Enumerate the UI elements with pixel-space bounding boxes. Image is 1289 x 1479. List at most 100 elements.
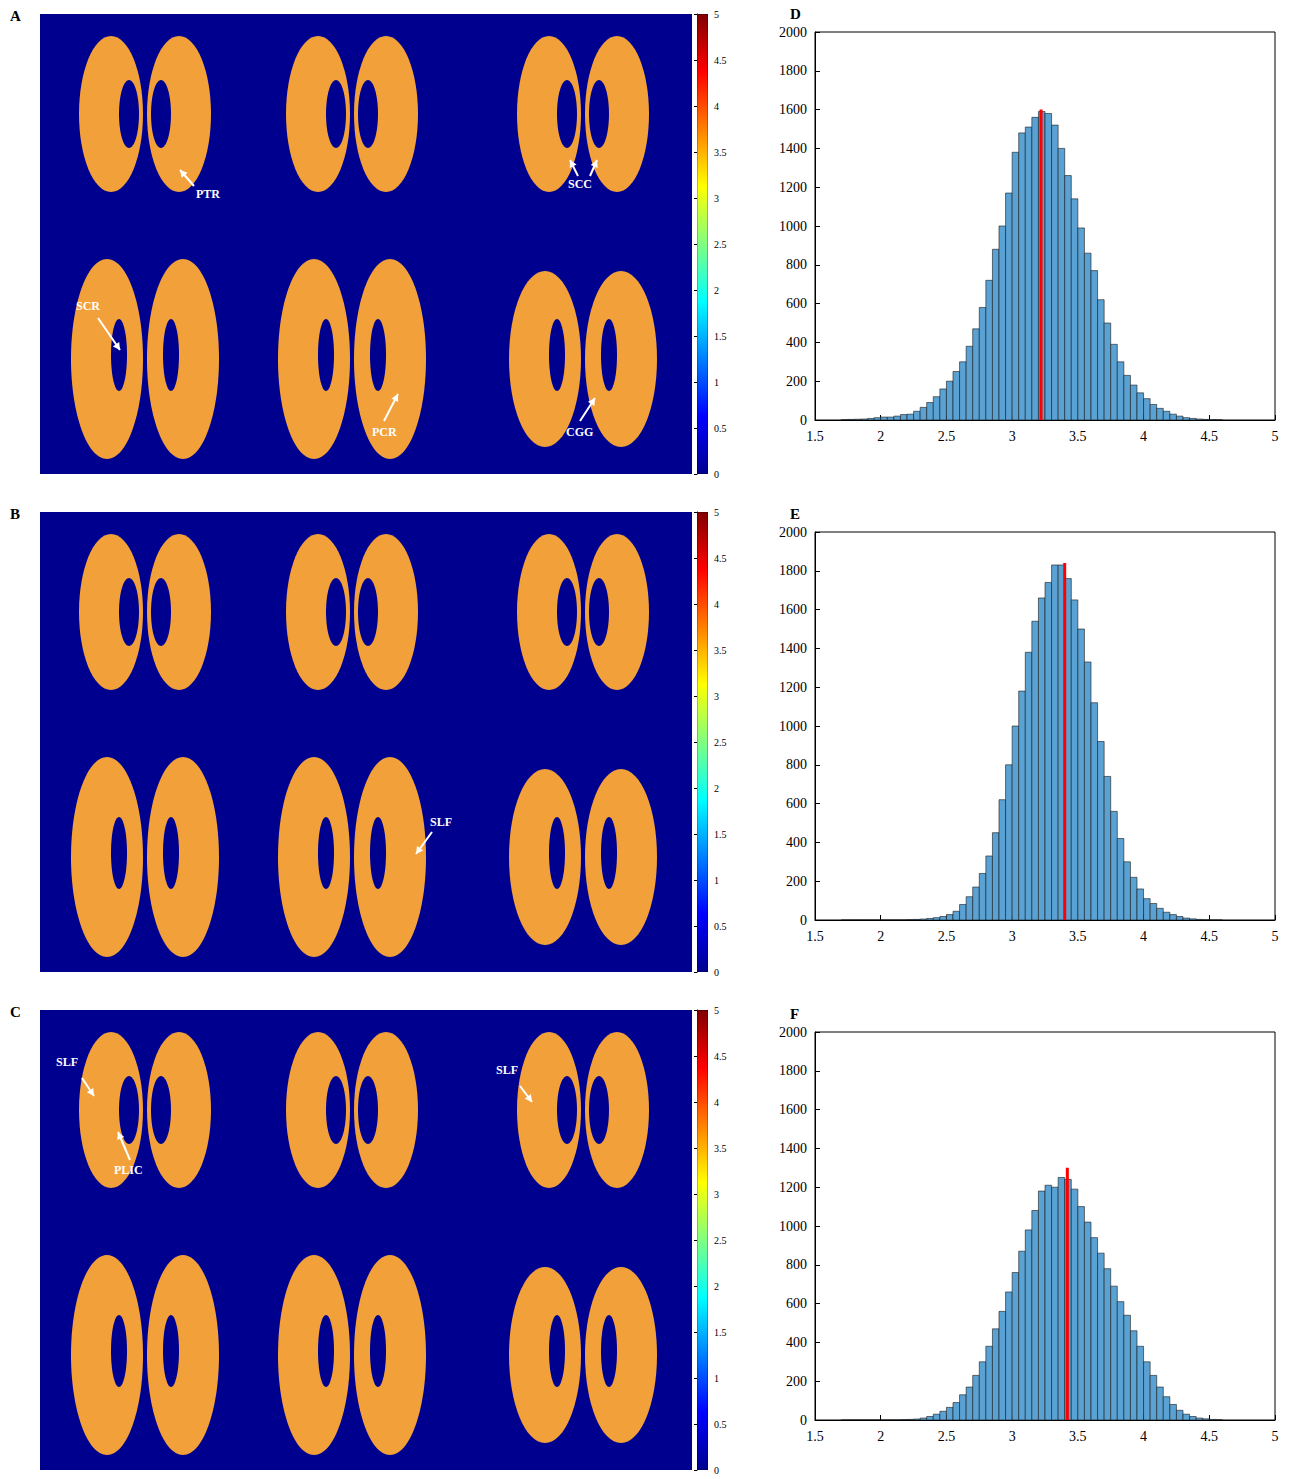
svg-text:2.5: 2.5 bbox=[714, 239, 727, 250]
svg-text:2: 2 bbox=[714, 1281, 719, 1292]
svg-text:1: 1 bbox=[714, 377, 719, 388]
svg-text:2: 2 bbox=[714, 783, 719, 794]
svg-text:1.5: 1.5 bbox=[806, 429, 824, 444]
svg-text:3.5: 3.5 bbox=[1069, 929, 1087, 944]
svg-text:4: 4 bbox=[1140, 429, 1147, 444]
svg-text:0: 0 bbox=[714, 469, 719, 480]
svg-text:3: 3 bbox=[1009, 429, 1016, 444]
svg-text:5: 5 bbox=[1272, 429, 1279, 444]
svg-text:4.5: 4.5 bbox=[714, 1051, 727, 1062]
svg-text:200: 200 bbox=[786, 374, 807, 389]
svg-text:5: 5 bbox=[714, 9, 719, 20]
svg-text:3: 3 bbox=[714, 193, 719, 204]
svg-text:1400: 1400 bbox=[779, 141, 807, 156]
svg-text:4.5: 4.5 bbox=[714, 55, 727, 66]
svg-text:4.5: 4.5 bbox=[1201, 429, 1219, 444]
svg-text:3: 3 bbox=[714, 691, 719, 702]
svg-text:4.5: 4.5 bbox=[714, 553, 727, 564]
svg-text:1000: 1000 bbox=[779, 219, 807, 234]
svg-text:800: 800 bbox=[786, 757, 807, 772]
svg-text:200: 200 bbox=[786, 874, 807, 889]
svg-text:F: F bbox=[790, 1006, 799, 1022]
svg-text:1.5: 1.5 bbox=[714, 829, 727, 840]
svg-text:800: 800 bbox=[786, 1257, 807, 1272]
svg-text:PCR: PCR bbox=[372, 425, 397, 439]
svg-text:0.5: 0.5 bbox=[714, 921, 727, 932]
svg-text:200: 200 bbox=[786, 1374, 807, 1389]
svg-text:600: 600 bbox=[786, 1296, 807, 1311]
svg-text:5: 5 bbox=[1272, 929, 1279, 944]
svg-text:3.5: 3.5 bbox=[1069, 1429, 1087, 1444]
svg-text:4: 4 bbox=[1140, 1429, 1147, 1444]
svg-text:400: 400 bbox=[786, 1335, 807, 1350]
svg-text:1400: 1400 bbox=[779, 1141, 807, 1156]
svg-text:1600: 1600 bbox=[779, 1102, 807, 1117]
svg-text:PTR: PTR bbox=[196, 187, 220, 201]
svg-text:1800: 1800 bbox=[779, 563, 807, 578]
svg-text:0.5: 0.5 bbox=[714, 423, 727, 434]
svg-text:0: 0 bbox=[800, 413, 807, 428]
svg-text:2: 2 bbox=[877, 1429, 884, 1444]
svg-text:D: D bbox=[790, 6, 801, 22]
svg-text:CGG: CGG bbox=[566, 425, 593, 439]
svg-text:1600: 1600 bbox=[779, 102, 807, 117]
svg-text:0: 0 bbox=[714, 967, 719, 978]
svg-text:1: 1 bbox=[714, 875, 719, 886]
svg-text:0: 0 bbox=[800, 913, 807, 928]
svg-text:2.5: 2.5 bbox=[938, 929, 956, 944]
svg-text:3.5: 3.5 bbox=[714, 1143, 727, 1154]
svg-text:SLF: SLF bbox=[430, 815, 452, 829]
svg-text:5: 5 bbox=[1272, 1429, 1279, 1444]
svg-text:SLF: SLF bbox=[56, 1055, 78, 1069]
svg-text:4.5: 4.5 bbox=[1201, 929, 1219, 944]
svg-text:PLIC: PLIC bbox=[114, 1163, 143, 1177]
svg-text:400: 400 bbox=[786, 835, 807, 850]
svg-text:2000: 2000 bbox=[779, 25, 807, 40]
svg-text:4.5: 4.5 bbox=[1201, 1429, 1219, 1444]
svg-text:4: 4 bbox=[1140, 929, 1147, 944]
svg-text:0.5: 0.5 bbox=[714, 1419, 727, 1430]
svg-text:E: E bbox=[790, 506, 800, 522]
svg-text:2000: 2000 bbox=[779, 525, 807, 540]
svg-text:2: 2 bbox=[714, 285, 719, 296]
svg-text:3: 3 bbox=[714, 1189, 719, 1200]
svg-text:3.5: 3.5 bbox=[1069, 429, 1087, 444]
svg-text:1200: 1200 bbox=[779, 680, 807, 695]
svg-text:2.5: 2.5 bbox=[938, 1429, 956, 1444]
svg-text:1.5: 1.5 bbox=[714, 331, 727, 342]
svg-text:2: 2 bbox=[877, 929, 884, 944]
svg-text:1000: 1000 bbox=[779, 1219, 807, 1234]
svg-text:4: 4 bbox=[714, 101, 719, 112]
svg-text:SLF: SLF bbox=[496, 1063, 518, 1077]
svg-text:2: 2 bbox=[877, 429, 884, 444]
svg-text:4: 4 bbox=[714, 599, 719, 610]
svg-text:1000: 1000 bbox=[779, 719, 807, 734]
svg-text:1800: 1800 bbox=[779, 1063, 807, 1078]
svg-text:0: 0 bbox=[714, 1465, 719, 1476]
svg-text:3.5: 3.5 bbox=[714, 147, 727, 158]
svg-text:600: 600 bbox=[786, 796, 807, 811]
svg-text:C: C bbox=[10, 1004, 21, 1020]
svg-text:5: 5 bbox=[714, 507, 719, 518]
svg-text:1: 1 bbox=[714, 1373, 719, 1384]
svg-text:1400: 1400 bbox=[779, 641, 807, 656]
svg-text:0: 0 bbox=[800, 1413, 807, 1428]
svg-text:B: B bbox=[10, 506, 20, 522]
svg-text:2000: 2000 bbox=[779, 1025, 807, 1040]
svg-text:1200: 1200 bbox=[779, 180, 807, 195]
svg-text:2.5: 2.5 bbox=[938, 429, 956, 444]
svg-text:3: 3 bbox=[1009, 1429, 1016, 1444]
svg-text:1.5: 1.5 bbox=[806, 1429, 824, 1444]
svg-text:3.5: 3.5 bbox=[714, 645, 727, 656]
svg-text:1.5: 1.5 bbox=[714, 1327, 727, 1338]
svg-text:4: 4 bbox=[714, 1097, 719, 1108]
svg-text:1600: 1600 bbox=[779, 602, 807, 617]
svg-text:2.5: 2.5 bbox=[714, 1235, 727, 1246]
svg-text:SCR: SCR bbox=[76, 299, 100, 313]
svg-text:SCC: SCC bbox=[568, 177, 592, 191]
svg-text:1.5: 1.5 bbox=[806, 929, 824, 944]
svg-text:3: 3 bbox=[1009, 929, 1016, 944]
svg-text:1200: 1200 bbox=[779, 1180, 807, 1195]
svg-text:A: A bbox=[10, 8, 21, 24]
svg-text:400: 400 bbox=[786, 335, 807, 350]
